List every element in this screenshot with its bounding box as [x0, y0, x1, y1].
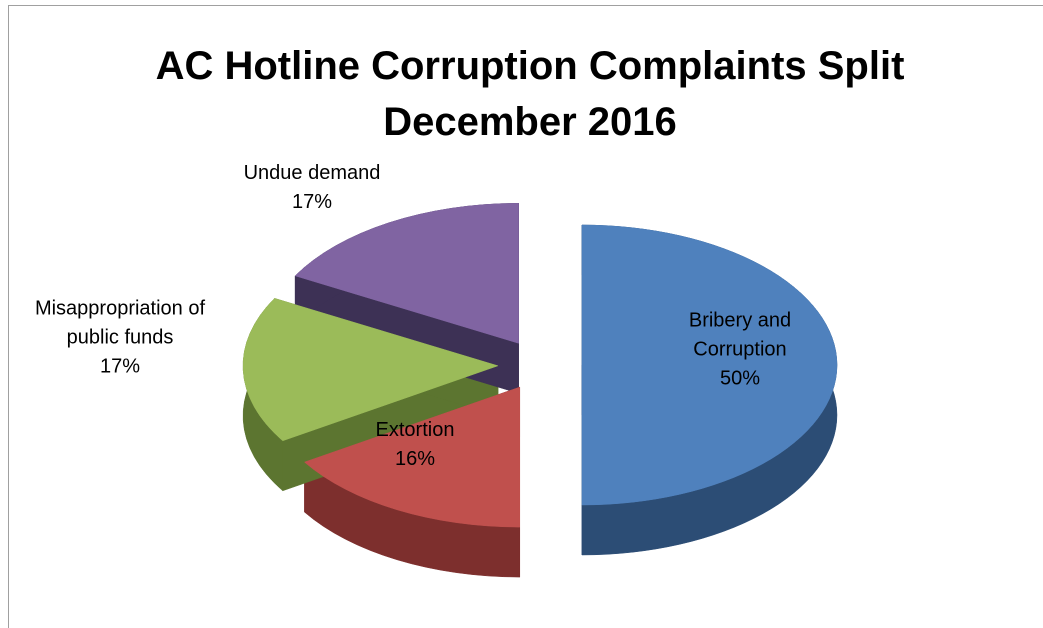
slice	[581, 224, 838, 506]
slice-label: Extortion 16%	[335, 416, 495, 474]
slice-tops	[242, 203, 838, 528]
chart-frame	[8, 5, 1043, 628]
value-label: 17%	[99, 355, 141, 378]
category-label: Undue demand	[243, 162, 381, 184]
value-label: 16%	[394, 448, 436, 470]
slice-label: Undue demand 17%	[212, 159, 412, 217]
category-label: Bribery and Corruption	[688, 309, 792, 361]
chart-title: AC Hotline Corruption Complaints Split D…	[155, 44, 905, 144]
value-label: 50%	[719, 367, 761, 390]
value-label: 17%	[291, 191, 333, 213]
category-label: Extortion	[375, 419, 455, 441]
slice	[294, 203, 519, 344]
slice	[303, 386, 521, 528]
slice	[242, 298, 499, 442]
slice-label: Bribery and Corruption 50%	[640, 307, 840, 394]
slice-label: Misappropriation of public funds 17%	[10, 295, 230, 382]
category-label: Misappropriation of public funds	[34, 297, 206, 349]
